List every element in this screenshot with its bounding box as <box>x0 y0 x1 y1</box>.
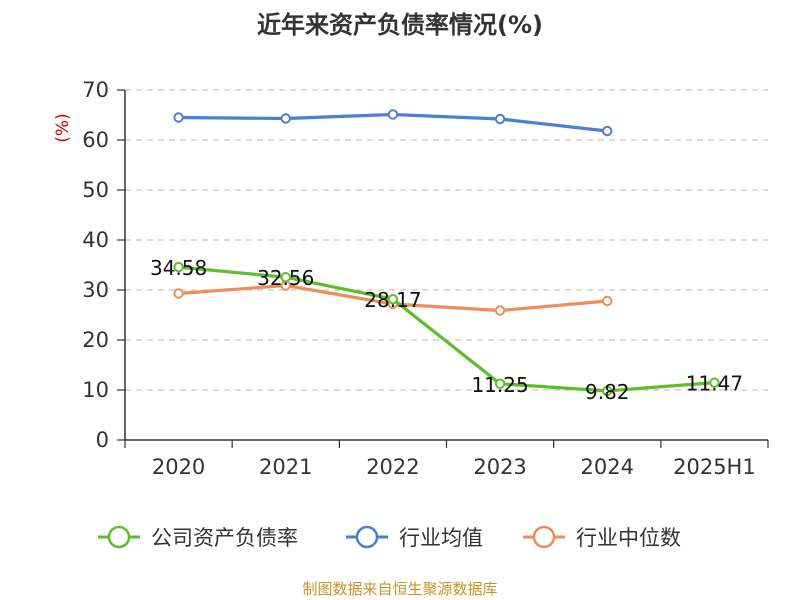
data-labels: 34.58 32.56 28.17 11.25 9.82 11.47 <box>150 256 743 404</box>
x-tick-label: 2020 <box>152 455 205 479</box>
series-line <box>178 265 715 393</box>
x-tick-label: 2025H1 <box>673 455 756 479</box>
legend-circle-marker <box>532 525 556 549</box>
data-point <box>602 295 613 307</box>
y-tick-label: 50 <box>82 178 109 202</box>
data-point <box>709 377 720 388</box>
source-note: 制图数据来自恒生聚源数据库 <box>302 580 497 598</box>
data-label: 9.82 <box>585 380 630 404</box>
legend-label: 行业均值 <box>399 526 483 550</box>
legend-item[interactable]: 行业中位数 <box>523 525 681 550</box>
data-label: 32.56 <box>257 266 314 290</box>
legend: 公司资产负债率 行业均值 行业中位数 <box>98 525 681 550</box>
legend-circle-marker <box>107 525 131 549</box>
series-lines <box>173 109 720 397</box>
y-tick-label: 40 <box>82 228 109 252</box>
x-tick-label: 2023 <box>473 455 526 479</box>
data-point <box>280 272 291 283</box>
x-tick-labels: 2020 2021 2022 2023 2024 2025H1 <box>152 455 756 479</box>
y-tick-label: 30 <box>82 278 109 302</box>
data-point <box>494 378 506 389</box>
y-tick-label: 0 <box>96 428 109 452</box>
y-axis-label: (%) <box>53 113 73 142</box>
legend-item[interactable]: 行业均值 <box>346 525 483 550</box>
data-label: 28.17 <box>364 288 421 312</box>
legend-label: 行业中位数 <box>576 526 681 550</box>
data-label: 11.47 <box>686 372 743 396</box>
data-label: 11.25 <box>471 373 528 397</box>
legend-item[interactable]: 公司资产负债率 <box>98 525 298 550</box>
data-point <box>173 288 184 299</box>
y-tick-label: 60 <box>82 128 109 152</box>
gridlines <box>125 89 768 391</box>
data-point <box>387 293 399 305</box>
data-point <box>280 113 291 124</box>
data-point <box>173 112 184 123</box>
x-tick-label: 2021 <box>259 455 312 479</box>
data-point <box>494 305 506 316</box>
x-tick-label: 2024 <box>581 455 634 479</box>
legend-label: 公司资产负债率 <box>151 526 298 550</box>
data-point <box>602 125 613 137</box>
y-tick-label: 70 <box>82 78 109 102</box>
data-point <box>602 385 613 397</box>
y-tick-label: 10 <box>82 378 109 402</box>
data-label: 34.58 <box>150 256 207 280</box>
data-point <box>173 261 184 273</box>
y-tick-labels: 0 10 20 30 40 50 60 70 <box>82 78 109 452</box>
chart-title: 近年来资产负债率情况(%) <box>257 11 543 39</box>
axes <box>117 89 769 448</box>
y-tick-label: 20 <box>82 328 109 352</box>
data-point <box>494 113 506 125</box>
data-point <box>387 109 399 120</box>
legend-circle-marker <box>355 525 379 549</box>
x-tick-label: 2022 <box>366 455 419 479</box>
